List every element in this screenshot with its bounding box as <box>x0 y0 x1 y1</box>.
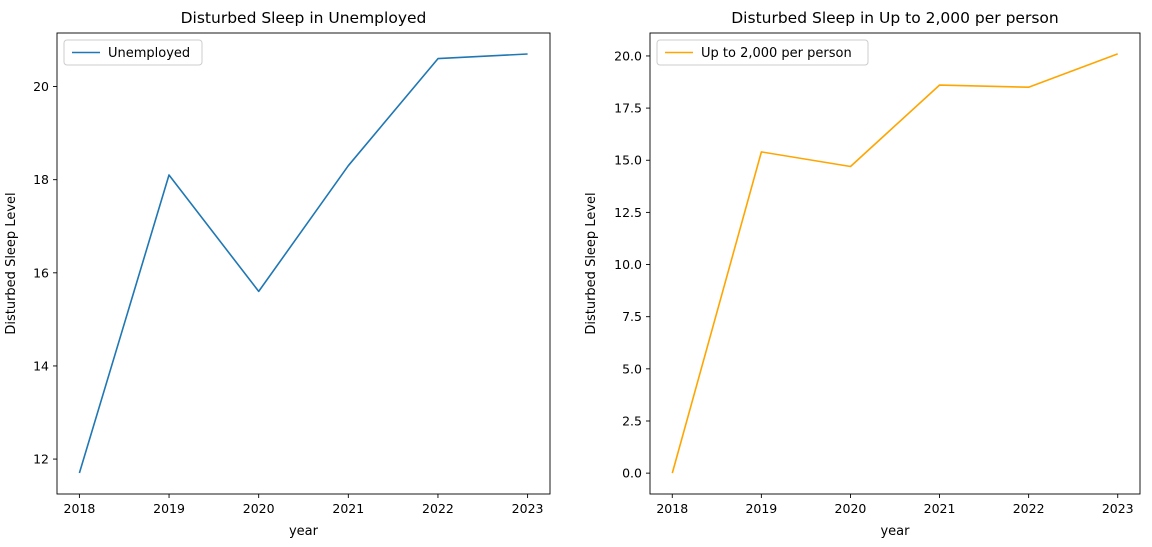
legend-label: Unemployed <box>108 46 190 61</box>
y-tick-label: 18 <box>33 172 49 187</box>
y-tick-label: 20 <box>33 79 49 94</box>
y-tick-label: 14 <box>33 358 49 373</box>
x-axis-label: year <box>289 524 319 539</box>
y-tick-label: 17.5 <box>614 101 642 116</box>
series-line <box>671 53 1118 474</box>
y-tick-label: 2.5 <box>622 413 642 428</box>
chart-title: Disturbed Sleep in Unemployed <box>181 9 427 27</box>
y-tick-label: 5.0 <box>622 361 642 376</box>
legend-box <box>656 39 869 66</box>
y-axis-label: Disturbed Sleep Level <box>584 192 599 334</box>
x-tick-label: 2023 <box>512 501 544 516</box>
x-tick-label: 2021 <box>924 501 956 516</box>
x-tick-label: 2019 <box>153 501 185 516</box>
x-tick-label: 2019 <box>745 501 777 516</box>
x-tick-label: 2021 <box>332 501 364 516</box>
y-tick-label: 15.0 <box>614 153 642 168</box>
legend-label: Up to 2,000 per person <box>701 46 852 61</box>
y-tick-label: 10.0 <box>614 257 642 272</box>
plot-frame <box>56 32 551 495</box>
x-tick-label: 2018 <box>64 501 96 516</box>
x-tick-label: 2023 <box>1102 501 1134 516</box>
x-tick-label: 2020 <box>243 501 275 516</box>
legend-box <box>63 39 203 66</box>
y-tick-label: 16 <box>33 265 49 280</box>
x-tick-label: 2022 <box>1013 501 1045 516</box>
y-axis-label: Disturbed Sleep Level <box>4 192 19 334</box>
plot-frame <box>649 32 1141 495</box>
legend: Unemployed <box>63 39 203 66</box>
y-tick-label: 20.0 <box>614 48 642 63</box>
x-axis-label: year <box>880 524 910 539</box>
series-line <box>78 53 528 474</box>
chart-panel-2: Disturbed Sleep in Up to 2,000 per perso… <box>584 9 1141 539</box>
x-tick-label: 2022 <box>422 501 454 516</box>
y-tick-label: 7.5 <box>622 309 642 324</box>
chart-title: Disturbed Sleep in Up to 2,000 per perso… <box>731 9 1058 27</box>
x-tick-label: 2020 <box>835 501 867 516</box>
legend: Up to 2,000 per person <box>656 39 869 66</box>
x-tick-label: 2018 <box>656 501 688 516</box>
y-tick-label: 0.0 <box>622 466 642 481</box>
y-tick-label: 12 <box>33 452 49 467</box>
y-tick-label: 12.5 <box>614 205 642 220</box>
